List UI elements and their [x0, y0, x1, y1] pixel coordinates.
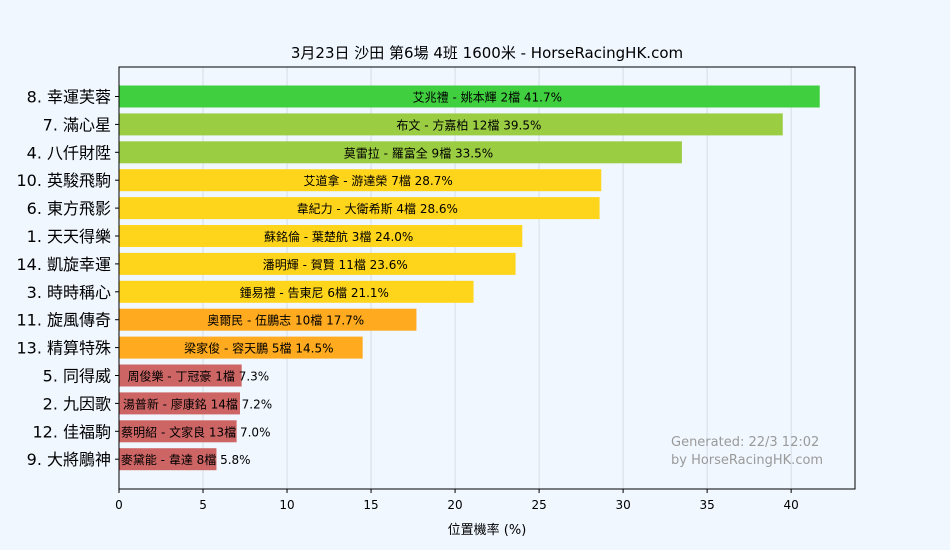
x-tick-label: 5	[199, 498, 207, 512]
y-tick-label: 3. 時時稱心	[27, 283, 111, 302]
y-tick-label: 9. 大將鵰神	[27, 450, 111, 469]
y-tick-label: 1. 天天得樂	[27, 227, 111, 246]
y-tick-label: 10. 英駿飛駒	[16, 171, 111, 190]
y-tick-label: 14. 凱旋幸運	[16, 255, 111, 274]
y-tick-label: 5. 同得威	[43, 367, 111, 386]
bar	[119, 141, 682, 164]
bar-label: 湯普新 - 廖康銘 14檔 7.2%	[123, 396, 272, 411]
bar	[119, 364, 242, 387]
bar-label: 艾道拿 - 游達榮 7檔 28.7%	[303, 173, 452, 188]
bar	[119, 336, 363, 359]
bar	[119, 252, 516, 275]
y-tick-label: 13. 精算特殊	[16, 339, 111, 358]
plot-frame	[118, 66, 856, 490]
x-axis-label: 位置機率 (%)	[448, 522, 527, 538]
y-tick-label: 4. 八仟財陞	[27, 143, 111, 162]
bars: 艾兆禮 - 姚本輝 2檔 41.7% 布文 - 方嘉柏 12檔 39.5% 莫雷拉 …	[119, 85, 820, 471]
bar	[119, 308, 417, 331]
grid	[202, 67, 792, 489]
bar	[119, 169, 602, 192]
x-tick-label: 20	[447, 498, 462, 512]
bar-label: 蘇銘倫 - 葉楚航 3檔 24.0%	[264, 229, 413, 244]
watermark-site: by HorseRacingHK.com	[671, 453, 823, 468]
y-tick-label: 2. 九因歌	[43, 394, 111, 413]
y-tick-label: 6. 東方飛影	[27, 199, 111, 218]
bar-label: 布文 - 方嘉柏 12檔 39.5%	[396, 117, 541, 132]
bar-label: 潘明輝 - 賀賢 11檔 23.6%	[263, 258, 408, 272]
y-tick-label: 8. 幸運芙蓉	[27, 88, 111, 107]
bar-label: 梁家俊 - 容天鵬 5檔 14.5%	[184, 341, 333, 356]
bar	[119, 280, 474, 303]
watermark-generated: Generated: 22/3 12:02	[671, 435, 819, 450]
bar-label: 蔡明紹 - 文家良 13檔 7.0%	[121, 424, 270, 439]
y-tick-label: 11. 旋風傳奇	[16, 311, 111, 330]
bar	[119, 85, 820, 108]
bar-label: 周俊樂 - 丁冠豪 1檔 7.3%	[127, 369, 269, 384]
chart-title: 3月23日 沙田 第6場 4班 1600米 - HorseRacingHK.co…	[291, 44, 683, 62]
x-tick-label: 40	[784, 498, 799, 512]
bar-label: 韋紀力 - 大衛希斯 4檔 28.6%	[297, 201, 458, 216]
bar	[119, 392, 240, 415]
bar	[119, 448, 217, 471]
x-tick-label: 25	[531, 498, 546, 512]
bar	[119, 420, 237, 443]
bar	[119, 225, 523, 247]
x-tick-label: 30	[615, 498, 630, 512]
bar-label: 麥黛能 - 韋達 8檔 5.8%	[121, 453, 251, 467]
x-tick-label: 0	[115, 498, 123, 512]
bar	[119, 197, 600, 220]
x-tick-label: 15	[363, 498, 378, 512]
bar	[119, 113, 783, 136]
y-tick-label: 7. 滿心星	[43, 115, 111, 134]
bar-label: 艾兆禮 - 姚本輝 2檔 41.7%	[413, 91, 562, 105]
x-axis-ticks: 0 5 10 15 20 25 30 35 40	[115, 489, 799, 512]
bar-label: 莫雷拉 - 羅富全 9檔 33.5%	[344, 145, 493, 160]
bar-label: 奧爾民 - 伍鵬志 10檔 17.7%	[207, 314, 364, 328]
x-tick-label: 10	[279, 498, 294, 512]
y-tick-label: 12. 佳福駒	[32, 422, 111, 441]
bar-label: 鍾易禮 - 告東尼 6檔 21.1%	[240, 286, 389, 300]
y-axis-labels: 8. 幸運芙蓉 7. 滿心星 4. 八仟財陞 10. 英駿飛駒 6. 東方飛影 1. 天天…	[16, 88, 119, 469]
x-tick-label: 35	[699, 498, 714, 512]
